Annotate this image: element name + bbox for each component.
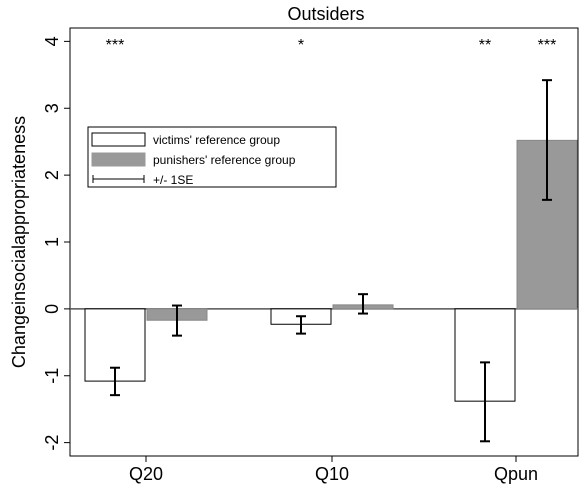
y-tick-label: -1 bbox=[42, 368, 62, 384]
y-tick-label: 1 bbox=[42, 237, 62, 247]
y-tick-label: 4 bbox=[42, 36, 62, 46]
legend: victims' reference group punishers' refe… bbox=[87, 126, 337, 188]
y-tick-label: 2 bbox=[42, 170, 62, 180]
legend-label-victims: victims' reference group bbox=[153, 133, 280, 147]
legend-label-punishers: punishers' reference group bbox=[153, 153, 296, 167]
error-bar-victims-q10 bbox=[296, 315, 306, 335]
significance-stars: ** bbox=[479, 37, 491, 54]
x-tick-label: Q10 bbox=[315, 464, 349, 484]
x-tick-label: Q20 bbox=[129, 464, 163, 484]
error-bar-punishers-q20 bbox=[172, 304, 182, 337]
error-bar-punishers-q10 bbox=[358, 293, 368, 315]
x-axis: Q20 Q10 Qpun bbox=[129, 456, 538, 484]
x-tick-label: Qpun bbox=[494, 464, 538, 484]
legend-errorbar-icon bbox=[92, 175, 145, 183]
error-bars-layer bbox=[110, 79, 552, 443]
y-tick-label: 0 bbox=[42, 304, 62, 314]
significance-stars: *** bbox=[538, 37, 557, 54]
y-tick-label: -2 bbox=[42, 435, 62, 451]
error-bar-victims-q20 bbox=[110, 366, 120, 397]
legend-label-se: +/- 1SE bbox=[153, 173, 193, 187]
significance-stars: * bbox=[298, 37, 304, 54]
significance-labels: *** * ** *** bbox=[106, 37, 557, 54]
error-bar-punishers-qpun bbox=[542, 79, 552, 201]
chart-title: Outsiders bbox=[287, 4, 364, 24]
legend-swatch-punishers bbox=[91, 152, 146, 167]
y-axis-label: Changeinsocialappropriateness bbox=[9, 116, 29, 368]
legend-swatch-victims bbox=[91, 132, 146, 147]
y-axis: -2 -1 0 1 2 3 4 bbox=[42, 36, 70, 451]
error-bar-victims-qpun bbox=[480, 361, 490, 443]
y-tick-label: 3 bbox=[42, 103, 62, 113]
significance-stars: *** bbox=[106, 37, 125, 54]
